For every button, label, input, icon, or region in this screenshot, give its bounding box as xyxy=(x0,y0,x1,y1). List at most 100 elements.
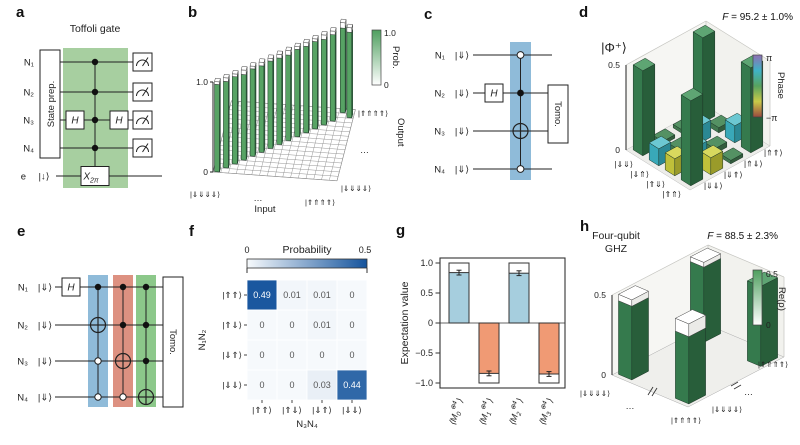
heatmap-cell-value: 0 xyxy=(259,320,264,330)
colorbar-title: Probability xyxy=(282,244,332,256)
h-gate-box xyxy=(484,83,504,103)
y-tick-label: 0 xyxy=(428,318,433,328)
y-axis-title: N₁N₂ xyxy=(197,329,208,350)
x-axis-title: Input xyxy=(254,204,275,215)
heatmap-cell-value: 0.01 xyxy=(313,290,331,300)
state-prep-box xyxy=(39,49,61,159)
colorbar-tick: 0 xyxy=(244,245,249,255)
circuit-title: Toffoli gate xyxy=(70,23,121,35)
x2pi-gate-box xyxy=(80,166,110,186)
heatmap-cell xyxy=(276,369,308,401)
z-tick-label: 0 xyxy=(601,370,606,380)
colorbar-tick: 0.5 xyxy=(766,269,778,279)
wire-label: e xyxy=(21,172,26,183)
heatmap-cell-value: 0 xyxy=(349,350,354,360)
fidelity-label: F = 88.5 ± 2.3% xyxy=(707,231,778,242)
y-axis-ellipsis: … xyxy=(744,387,753,397)
wire-label: N₄ xyxy=(17,393,28,404)
y-tick-label: −0.5 xyxy=(415,348,433,358)
y-tick-label: −1.0 xyxy=(415,378,433,388)
row-state-label: |⇓⇓⟩ xyxy=(222,380,242,390)
z-tick-label: 0.5 xyxy=(594,290,606,300)
panel-label-a: a xyxy=(16,4,25,21)
tomo-label: Tomo. xyxy=(167,329,178,355)
chart-title: Four-qubit xyxy=(592,230,640,242)
y-axis-state-label: |⇓⇓⇓⇓⟩ xyxy=(341,184,371,193)
wire-label: N₂ xyxy=(23,88,34,99)
x-axis-state-label: |⇑⇑⇑⇑⟩ xyxy=(671,416,701,425)
heatmap-cell xyxy=(306,279,338,311)
control-dot xyxy=(94,283,102,291)
col-state-label: |⇑⇑⟩ xyxy=(252,405,272,415)
heatmap-cell xyxy=(336,369,368,401)
control-dot xyxy=(517,89,524,97)
y-axis-state-label: |⇑⇑⇑⇑⟩ xyxy=(358,109,388,118)
heatmap-cell xyxy=(246,309,278,341)
expectation-value-bar-chart: 1.0 0.5 0 −0.5 −1.0 ⟨M0⊗4⟩ ⟨M1⊗4⟩ ⟨M2⊗4⟩ ⟨M3⊗4⟩ E… xyxy=(399,257,566,427)
h-gate-label: H xyxy=(71,116,79,127)
h-gate-box xyxy=(61,277,81,297)
col-state-label: |⇓⇓⟩ xyxy=(342,405,362,415)
wire-label: N₁ xyxy=(24,58,34,69)
colorbar-tick: 0.5 xyxy=(359,245,372,255)
measurement-meter-icon xyxy=(132,138,153,158)
panel-label-e: e xyxy=(17,223,26,240)
probability-heatmap-chart: Probability 0 0.5 0.49 0.01 0.01 0 0 0 0.01 0 0 0 0 0 0… xyxy=(197,244,372,430)
ket-label: |⇓⟩ xyxy=(455,51,469,62)
ket-label: |⇓⟩ xyxy=(38,393,52,404)
control-dot xyxy=(142,283,150,291)
heatmap-cell-value: 0.01 xyxy=(313,320,331,330)
col-state-label: |⇓⇑⟩ xyxy=(312,405,332,415)
row-state-label: |⇓⇓⟩ xyxy=(614,160,633,169)
control-dot xyxy=(119,283,127,291)
wire-label: N₁ xyxy=(435,51,445,62)
heatmap-cell-value: 0 xyxy=(349,320,354,330)
control-dot xyxy=(142,321,150,329)
x-tick-label: ⟨M2⊗4⟩ xyxy=(505,396,527,427)
y-axis-title: Expectation value xyxy=(399,281,411,364)
truth-table-3d-bar-chart: 1.0 0 1.0 0 Prob. |⇓⇓⇓⇓⟩ … |⇑⇑⇑⇑⟩ Input |⇓⇓⇓⇓⟩ … |⇑… xyxy=(190,18,406,215)
y-axis-title: Output xyxy=(395,118,406,147)
bell-density-matrix-3d-chart: 0.50|⇓⇓⟩|⇓⇑⟩|⇑⇓⟩|⇑⇑⟩|⇓⇓⟩|⇓⇑⟩|⇑⇓⟩|⇑⇑⟩|Φ⁺⟩… xyxy=(601,12,793,199)
x-tick-label: ⟨M1⊗4⟩ xyxy=(475,396,497,427)
heatmap-cell-value: 0 xyxy=(349,290,354,300)
colorbar-tick: 0 xyxy=(384,80,389,90)
control-dot xyxy=(91,88,99,96)
y-axis-state-label: |⇓⇓⇓⇓⟩ xyxy=(712,405,742,414)
z-tick-label: 0 xyxy=(203,167,208,177)
state-label: |Φ⁺⟩ xyxy=(601,40,627,55)
panel-label-g: g xyxy=(396,222,406,239)
bell-state-circuit-diagram: N₁ |⇓⟩ N₂ |⇓⟩ N₃ |⇓⟩ N₄ |⇓⟩ H Tomo. xyxy=(434,42,569,180)
col-state-label: |⇓⇑⟩ xyxy=(724,171,743,180)
heatmap-cell xyxy=(306,369,338,401)
wire-label: N₁ xyxy=(18,283,28,294)
ket-label: |⇓⟩ xyxy=(38,357,52,368)
ket-label: |⇓⟩ xyxy=(38,283,52,294)
value-bar xyxy=(508,272,530,324)
heatmap-cell-value: 0.03 xyxy=(313,380,331,390)
y-tick-label: 1.0 xyxy=(420,258,433,268)
x-axis-title: N₃N₄ xyxy=(296,419,318,430)
h-gate-label: H xyxy=(67,283,75,294)
state-prep-label: State prep. xyxy=(46,81,57,127)
wire-label: N₃ xyxy=(17,357,28,368)
wire-label: N₂ xyxy=(17,321,28,332)
panel-label-b: b xyxy=(188,4,198,21)
probability-colorbar xyxy=(246,258,368,269)
open-control-dot xyxy=(516,51,525,59)
h-gate-label: H xyxy=(490,89,498,100)
y-axis-state-label: |⇑⇑⇑⇑⟩ xyxy=(758,360,788,369)
col-state-label: |⇓⇓⟩ xyxy=(704,182,723,191)
heatmap-cell xyxy=(336,309,368,341)
z-tick-label: 0 xyxy=(615,145,620,155)
wire-label: N₂ xyxy=(434,89,445,100)
open-control-dot xyxy=(119,393,127,401)
control-dot xyxy=(142,357,150,365)
heatmap-cell xyxy=(336,279,368,311)
chart-title: GHZ xyxy=(605,243,628,255)
colorbar-label: Phase xyxy=(775,72,786,99)
h-gate-box xyxy=(109,110,129,130)
x-tick-label: ⟨M0⊗4⟩ xyxy=(445,396,467,427)
probability-colorbar xyxy=(371,29,382,86)
colorbar-label: Re(ρ) xyxy=(776,287,787,311)
